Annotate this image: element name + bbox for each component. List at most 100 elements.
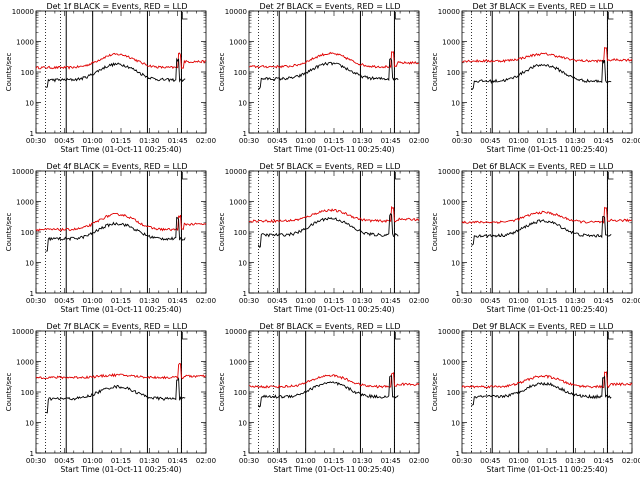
det-8-ytick-label: 100 (234, 389, 247, 397)
det-9-ytick-label: 1 (456, 450, 460, 458)
det-5-xtick-label: 00:30 (239, 297, 259, 305)
det-5-ytick-label: 10 (238, 260, 247, 268)
det-7-ytick-label: 10000 (12, 328, 34, 336)
det-7-xtick-label: 02:00 (196, 457, 216, 465)
det-6-xtick-label: 01:45 (594, 297, 614, 305)
det-8-xtick-label: 01:15 (324, 457, 344, 465)
det-5-lld-series (248, 205, 420, 224)
det-5-xlabel: Start Time (01-Oct-11 00:25:40) (273, 305, 394, 314)
det-5-xtick-label: 00:45 (267, 297, 287, 305)
det-9-ytick-label: 1000 (442, 359, 460, 367)
det-2-events-series (258, 57, 399, 90)
det-5-frame (248, 170, 420, 294)
det-6-ytick-label: 1 (456, 290, 460, 298)
det-7-frame (35, 330, 207, 454)
det-7-xtick-label: 01:00 (83, 457, 103, 465)
det-4-ytick-label: 10000 (12, 168, 34, 176)
det-5-xtick-label: 01:30 (352, 297, 372, 305)
det-6-ytick-label: 1000 (442, 199, 460, 207)
det-5-ytick-label: 1000 (229, 199, 247, 207)
det-8-xtick-label: 02:00 (409, 457, 429, 465)
det-1-title: Det 1f BLACK = Events, RED = LLD (46, 2, 187, 11)
det-2-ytick-label: 10000 (225, 8, 247, 16)
det-9-events-series (471, 375, 612, 406)
det-1-ytick-label: 10000 (12, 8, 34, 16)
det-3-xtick-label: 01:30 (565, 137, 585, 145)
det-7-ytick-label: 1 (30, 450, 34, 458)
det-2-xtick-label: 01:15 (324, 137, 344, 145)
det-6-ytick-label: 10000 (438, 168, 460, 176)
det-1-corner-marker (182, 12, 188, 20)
det-7-ytick-label: 100 (21, 389, 34, 397)
det-5-xtick-label: 02:00 (409, 297, 429, 305)
det-8-ytick-label: 1000 (229, 359, 247, 367)
det-9-xtick-label: 01:00 (509, 457, 529, 465)
det-1-ytick-label: 1000 (16, 39, 34, 47)
det-8-lld-series (249, 372, 420, 389)
det-8-ytick-label: 1 (243, 450, 247, 458)
det-1-xtick-label: 00:30 (26, 137, 46, 145)
det-7-ylabel: Counts/sec (5, 373, 13, 412)
det-9-ytick-label: 10000 (438, 328, 460, 336)
det-7-xtick-label: 00:45 (54, 457, 74, 465)
det-9-xtick-label: 00:30 (452, 457, 472, 465)
det-4-ytick-label: 1000 (16, 199, 34, 207)
det-7-events-series (45, 377, 186, 414)
det-6-ytick-label: 10 (451, 260, 460, 268)
det-2-xtick-label: 01:30 (352, 137, 372, 145)
det-4-events-series (45, 216, 186, 252)
det-3-ytick-label: 10000 (438, 8, 460, 16)
det-2-ytick-label: 100 (234, 69, 247, 77)
det-9-xtick-label: 02:00 (622, 457, 640, 465)
det-2-lld-series (249, 51, 420, 69)
det-1-lld-series (35, 52, 207, 70)
det-4-ytick-label: 10 (25, 260, 34, 268)
det-6-corner-marker (608, 172, 614, 180)
det-7-xtick-label: 01:45 (168, 457, 188, 465)
det-3-xtick-label: 00:30 (452, 137, 472, 145)
det-8-xtick-label: 00:30 (239, 457, 259, 465)
det-1-xtick-label: 01:00 (83, 137, 103, 145)
det-7-xlabel: Start Time (01-Oct-11 00:25:40) (60, 465, 181, 474)
det-3-ytick-label: 10 (451, 100, 460, 108)
det-6-lld-series (461, 206, 633, 225)
det-1-events-series (45, 57, 186, 88)
det-4-title: Det 4f BLACK = Events, RED = LLD (46, 162, 187, 171)
det-8-xtick-label: 01:45 (381, 457, 401, 465)
det-8-frame (248, 330, 420, 454)
det-3-ytick-label: 1 (456, 130, 460, 138)
det-7-ytick-label: 1000 (16, 359, 34, 367)
det-2-xtick-label: 00:30 (239, 137, 259, 145)
det-8-ylabel: Counts/sec (218, 373, 226, 412)
det-1-ytick-label: 10 (25, 100, 34, 108)
det-2-ytick-label: 1 (243, 130, 247, 138)
det-9-lld-series (461, 371, 633, 389)
det-9-frame (461, 330, 633, 454)
det-3-ylabel: Counts/sec (431, 53, 439, 92)
det-4-xtick-label: 00:45 (54, 297, 74, 305)
det-3-xtick-label: 00:45 (480, 137, 500, 145)
det-9-corner-marker (608, 332, 614, 340)
det-2-xtick-label: 02:00 (409, 137, 429, 145)
det-4-xtick-label: 02:00 (196, 297, 216, 305)
det-8-ytick-label: 10 (238, 420, 247, 428)
det-8-corner-marker (395, 332, 401, 340)
det-3-xtick-label: 01:45 (594, 137, 614, 145)
det-3-xtick-label: 01:00 (509, 137, 529, 145)
det-5-ytick-label: 10000 (225, 168, 247, 176)
det-9-xtick-label: 00:45 (480, 457, 500, 465)
det-6-xtick-label: 01:30 (565, 297, 585, 305)
det-2-xtick-label: 00:45 (267, 137, 287, 145)
det-1-ytick-label: 100 (21, 69, 34, 77)
det-4-ytick-label: 100 (21, 229, 34, 237)
det-6-title: Det 6f BLACK = Events, RED = LLD (472, 162, 613, 171)
det-7-xtick-label: 00:30 (26, 457, 46, 465)
det-4-ytick-label: 1 (30, 290, 34, 298)
det-1-xtick-label: 01:30 (139, 137, 159, 145)
det-7-xtick-label: 01:30 (139, 457, 159, 465)
det-4-xtick-label: 00:30 (26, 297, 46, 305)
det-3-xlabel: Start Time (01-Oct-11 00:25:40) (486, 145, 607, 154)
det-4-ylabel: Counts/sec (5, 213, 13, 252)
det-7-ytick-label: 10 (25, 420, 34, 428)
